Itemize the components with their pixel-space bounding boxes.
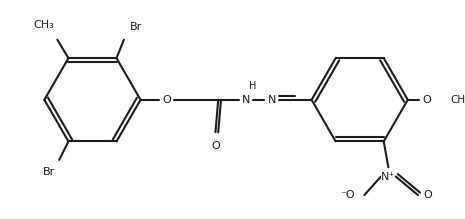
Text: CH₃: CH₃ <box>33 20 53 30</box>
Text: CH₃: CH₃ <box>450 95 465 105</box>
Text: Br: Br <box>129 22 142 32</box>
Text: O: O <box>162 95 171 105</box>
Text: ⁻O: ⁻O <box>340 190 355 200</box>
Text: O: O <box>422 95 431 105</box>
Text: H: H <box>249 81 256 90</box>
Text: Br: Br <box>43 167 55 177</box>
Text: N: N <box>242 95 250 105</box>
Text: N⁺: N⁺ <box>381 171 396 182</box>
Text: N: N <box>268 95 276 105</box>
Text: O: O <box>211 141 220 151</box>
Text: O: O <box>424 190 432 200</box>
